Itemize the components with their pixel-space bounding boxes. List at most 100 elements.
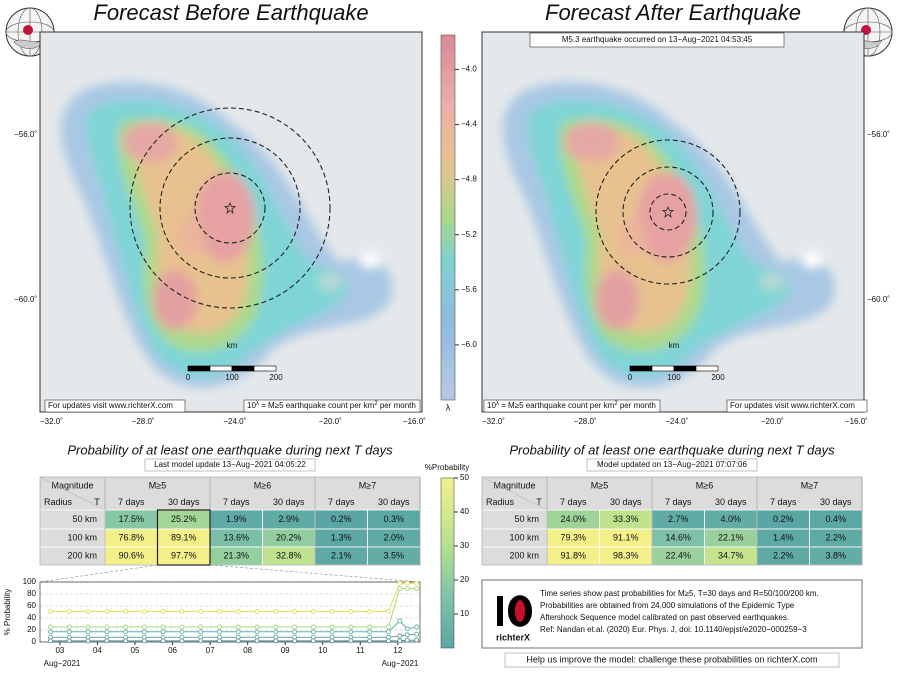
series-line bbox=[50, 588, 417, 628]
scale-segment bbox=[629, 365, 653, 372]
prob-value: 17.5% bbox=[118, 514, 144, 524]
lon-label: −28.0˚ bbox=[574, 417, 597, 426]
scale-label: 0 bbox=[628, 373, 633, 382]
series-point bbox=[273, 638, 279, 644]
colorbar-tick-label: −5.2 bbox=[461, 230, 477, 239]
series-point bbox=[414, 637, 420, 643]
series-point bbox=[404, 637, 410, 643]
colorbar-tick-label: −4.0 bbox=[461, 65, 477, 74]
rate-note-part: λ bbox=[496, 401, 499, 407]
epicenter-star bbox=[661, 205, 675, 219]
radius-label: 50 km bbox=[72, 514, 97, 524]
radius-label: 100 km bbox=[509, 532, 539, 542]
x-tick-label: 12 bbox=[393, 646, 402, 655]
footer-link[interactable]: Help us improve the model: challenge the… bbox=[526, 654, 817, 664]
prob-value: 4.0% bbox=[720, 514, 741, 524]
x-tick-label: 03 bbox=[55, 646, 64, 655]
colorbar-title: %Probability bbox=[425, 463, 469, 472]
prob-value: 79.3% bbox=[560, 532, 586, 542]
period-header: 30 days bbox=[378, 497, 410, 507]
prob-value: 22.1% bbox=[718, 532, 744, 542]
prob-value: 24.0% bbox=[560, 514, 586, 524]
corner-diagonal bbox=[39, 476, 106, 511]
prob-value: 2.0% bbox=[383, 532, 404, 542]
series-point bbox=[254, 624, 260, 630]
series-point bbox=[404, 626, 410, 632]
x-tick-label: 07 bbox=[206, 646, 215, 655]
note-box bbox=[44, 399, 186, 413]
series-point bbox=[292, 638, 298, 644]
link-line bbox=[39, 564, 158, 583]
lat-label: −60.0˚ bbox=[14, 295, 37, 304]
rate-note-part: 10 bbox=[487, 401, 496, 410]
series-point bbox=[414, 624, 420, 630]
series-point bbox=[348, 608, 354, 614]
info-line: Time series show past probabilities for … bbox=[540, 589, 819, 598]
logo-ring bbox=[515, 600, 525, 622]
series-point bbox=[104, 638, 110, 644]
header-bg bbox=[482, 477, 862, 510]
series-point bbox=[273, 624, 279, 630]
magnitude-header: M≥7 bbox=[359, 480, 376, 490]
series-point bbox=[292, 608, 298, 614]
prob-value: 98.3% bbox=[613, 550, 639, 560]
series-line bbox=[50, 639, 417, 642]
series-point bbox=[404, 632, 410, 638]
series-point bbox=[141, 629, 147, 635]
lon-label: −20.0˚ bbox=[761, 417, 784, 426]
forecast-map bbox=[482, 32, 864, 412]
radius-circle bbox=[595, 139, 741, 285]
magnitude-header: M≥6 bbox=[696, 480, 713, 490]
colorbar-tick-label: −4.8 bbox=[461, 175, 477, 184]
prob-value: 20.2% bbox=[276, 532, 302, 542]
scale-unit: km bbox=[227, 341, 238, 350]
series-point bbox=[85, 629, 91, 635]
series-point bbox=[414, 580, 420, 586]
prob-value: 2.7% bbox=[668, 514, 689, 524]
x-label: Aug−2021 bbox=[382, 659, 419, 668]
header-bg bbox=[40, 477, 420, 510]
series-point bbox=[48, 629, 53, 635]
x-label: Aug−2021 bbox=[44, 659, 81, 668]
corner-label: Magnitude bbox=[51, 480, 93, 490]
series-point bbox=[386, 608, 391, 614]
series-point bbox=[217, 629, 222, 635]
y-tick-label: 100 bbox=[23, 577, 37, 586]
radius-label: 100 km bbox=[67, 532, 97, 542]
prob-value: 33.3% bbox=[613, 514, 639, 524]
series-point bbox=[217, 608, 222, 614]
update-note: Last model update 13−Aug−2021 04:05:22 bbox=[154, 460, 306, 469]
logo-mark bbox=[497, 595, 532, 627]
lon-label: −28.0˚ bbox=[132, 417, 155, 426]
radius-label: 200 km bbox=[509, 550, 539, 560]
series-point bbox=[198, 629, 204, 635]
prob-value: 76.8% bbox=[118, 532, 144, 542]
radius-circle bbox=[622, 166, 714, 258]
series-point bbox=[348, 629, 354, 635]
y-tick-label: 0 bbox=[32, 637, 37, 646]
series-point bbox=[48, 624, 53, 630]
prob-value: 25.2% bbox=[171, 514, 197, 524]
series-point bbox=[329, 638, 335, 644]
series-point bbox=[292, 629, 298, 635]
corner-diagonal bbox=[481, 476, 548, 511]
series-point bbox=[386, 624, 391, 630]
series-point bbox=[367, 608, 373, 614]
series-point bbox=[85, 624, 91, 630]
colorbar-label: λ bbox=[446, 402, 451, 412]
rate-note: 10λ = M≥5 earthquake count per km2 per m… bbox=[487, 401, 656, 411]
series-point bbox=[367, 638, 373, 644]
series-point bbox=[198, 624, 204, 630]
series-point bbox=[66, 629, 72, 635]
series-point bbox=[160, 629, 166, 635]
colorbar-tick-label: 30 bbox=[460, 541, 469, 550]
corner-label: Magnitude bbox=[493, 480, 535, 490]
x-tick-label: 05 bbox=[131, 646, 140, 655]
scale-segment bbox=[187, 365, 211, 372]
period-header: 30 days bbox=[820, 497, 852, 507]
y-tick-label: 40 bbox=[27, 613, 36, 622]
series-point bbox=[386, 629, 391, 635]
series-point bbox=[179, 629, 185, 635]
series-point bbox=[254, 638, 260, 644]
scale-label: 0 bbox=[186, 373, 191, 382]
